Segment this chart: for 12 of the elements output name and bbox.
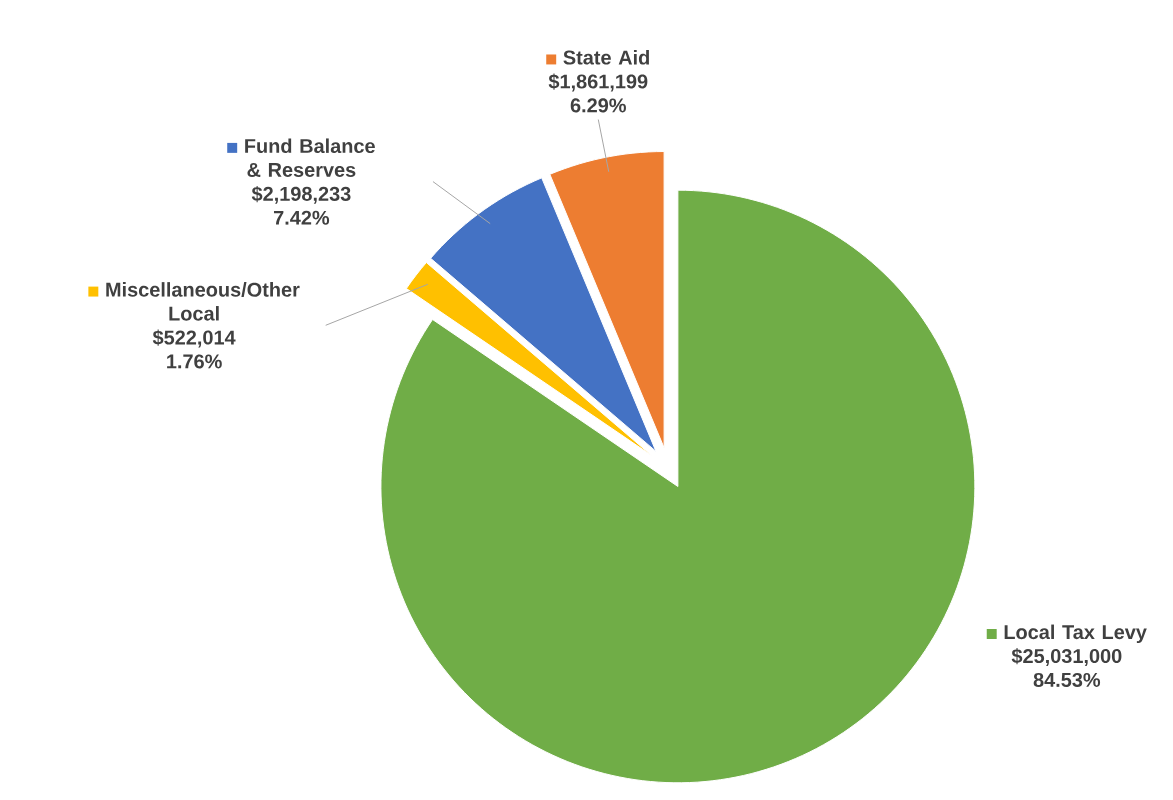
data-label: $522,014 <box>152 329 236 348</box>
legend-label: Local Tax Levy <box>1004 624 1147 644</box>
text: 1.76% <box>167 354 222 369</box>
legend-label: State Aid <box>563 50 649 65</box>
data-label: $25,031,000 <box>1011 648 1122 666</box>
legend-label: Miscellaneous/Other Local <box>106 282 300 321</box>
text: 84.53% <box>1033 672 1101 688</box>
text: 6.29% <box>570 98 626 113</box>
legend-label: Fund Balance & Reserves <box>245 138 375 177</box>
data-label: $1,861,199 <box>548 73 648 92</box>
text: 7.42% <box>273 210 330 225</box>
data-label: $2,198,233 <box>251 185 351 204</box>
